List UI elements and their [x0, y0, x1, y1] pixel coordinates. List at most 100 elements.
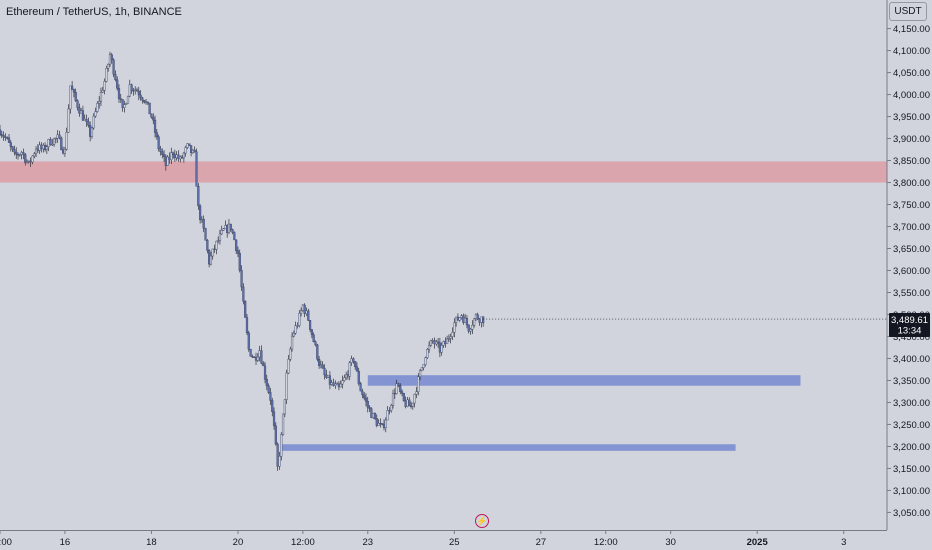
candle-body — [272, 411, 276, 426]
candle — [249, 348, 252, 357]
candle-body — [58, 134, 61, 139]
candle-body — [400, 391, 404, 394]
candle-body — [355, 366, 359, 372]
candle-body — [108, 54, 112, 65]
candle-body — [408, 399, 411, 407]
candle-body — [435, 341, 438, 345]
candle — [125, 102, 128, 106]
candle-body — [155, 132, 158, 137]
candle-body — [87, 121, 90, 126]
candle-body — [204, 228, 207, 241]
candle-body — [164, 156, 167, 166]
candle-body — [38, 144, 41, 151]
candle-body — [159, 148, 162, 152]
candle — [159, 145, 162, 156]
candle — [397, 382, 400, 388]
candle-body — [195, 151, 198, 187]
candle-body — [25, 161, 29, 163]
candle-body — [139, 94, 142, 99]
candle-body — [343, 377, 346, 381]
candle-body — [7, 137, 11, 143]
candle — [209, 251, 213, 266]
candle-body — [51, 144, 54, 146]
candle-body — [188, 143, 191, 146]
candle — [72, 88, 76, 98]
candle — [352, 357, 355, 364]
candle-body — [296, 325, 299, 327]
candle-body — [321, 364, 324, 369]
candle — [289, 346, 292, 362]
candle-body — [99, 91, 103, 102]
candle-body — [310, 329, 313, 335]
candle — [143, 100, 146, 104]
candle — [18, 153, 21, 157]
candle-body — [298, 312, 301, 326]
candle — [260, 345, 263, 365]
candle-body — [418, 370, 422, 377]
candle-body — [152, 117, 155, 121]
plot-background[interactable] — [0, 0, 887, 530]
candle-body — [346, 374, 350, 377]
candle-body — [467, 324, 470, 332]
candle — [49, 137, 52, 146]
candle-body — [379, 423, 382, 425]
candle-body — [426, 349, 429, 358]
candle-body — [323, 367, 326, 376]
price-tick-label: 3,350.00 — [893, 376, 930, 387]
candle-body — [478, 318, 481, 323]
candle-body — [388, 410, 391, 412]
candle-body — [128, 84, 131, 97]
candle-body — [238, 253, 241, 271]
candle-body — [471, 325, 474, 330]
candle-body — [190, 145, 193, 153]
candle-body — [213, 248, 216, 250]
candle-body — [0, 134, 3, 136]
candle-body — [384, 419, 387, 429]
candle — [272, 407, 276, 430]
candle-body — [220, 230, 223, 235]
price-tick-label: 4,000.00 — [893, 90, 930, 101]
candle — [114, 70, 117, 82]
candle — [244, 300, 247, 318]
candle — [170, 147, 173, 165]
candle-body — [34, 148, 38, 155]
candle-body — [208, 250, 211, 265]
time-axis-labels: 12:00 16 18 20 12:00 23 25 27 12:00 30 2025 3 — [0, 530, 846, 548]
candle-body — [52, 138, 56, 145]
candle — [161, 148, 164, 159]
candle — [476, 312, 479, 321]
lightning-icon[interactable]: ⚡ — [475, 514, 489, 528]
currency-button[interactable]: USDT — [889, 2, 927, 21]
candle-body — [402, 393, 405, 402]
candle — [276, 442, 279, 471]
candle-body — [222, 228, 225, 231]
candle-body — [67, 108, 70, 133]
candle-body — [171, 152, 175, 155]
candle-body — [175, 154, 178, 158]
candle — [366, 396, 369, 413]
candle — [318, 355, 321, 369]
candle-body — [20, 152, 23, 155]
candle-body — [330, 382, 333, 385]
candle-body — [36, 148, 39, 151]
candle-body — [173, 154, 176, 158]
candle-body — [301, 304, 304, 311]
last-price-badge-bg — [889, 313, 930, 337]
candle-body — [186, 143, 189, 148]
chart-title: Ethereum / TetherUS, 1h, BINANCE — [6, 6, 182, 18]
candle — [303, 303, 306, 318]
candle-body — [80, 110, 83, 114]
candle — [69, 85, 72, 114]
candle-body — [440, 345, 443, 353]
candle-body — [150, 113, 153, 118]
candle-body — [474, 314, 478, 320]
candle-body — [442, 341, 445, 346]
candle-body — [429, 340, 432, 346]
price-axis[interactable] — [887, 0, 932, 550]
price-tick-label: 4,100.00 — [893, 46, 930, 57]
candle-body — [319, 364, 323, 366]
candle-body — [162, 154, 166, 158]
time-axis[interactable] — [0, 530, 887, 550]
candle-body — [292, 332, 295, 337]
